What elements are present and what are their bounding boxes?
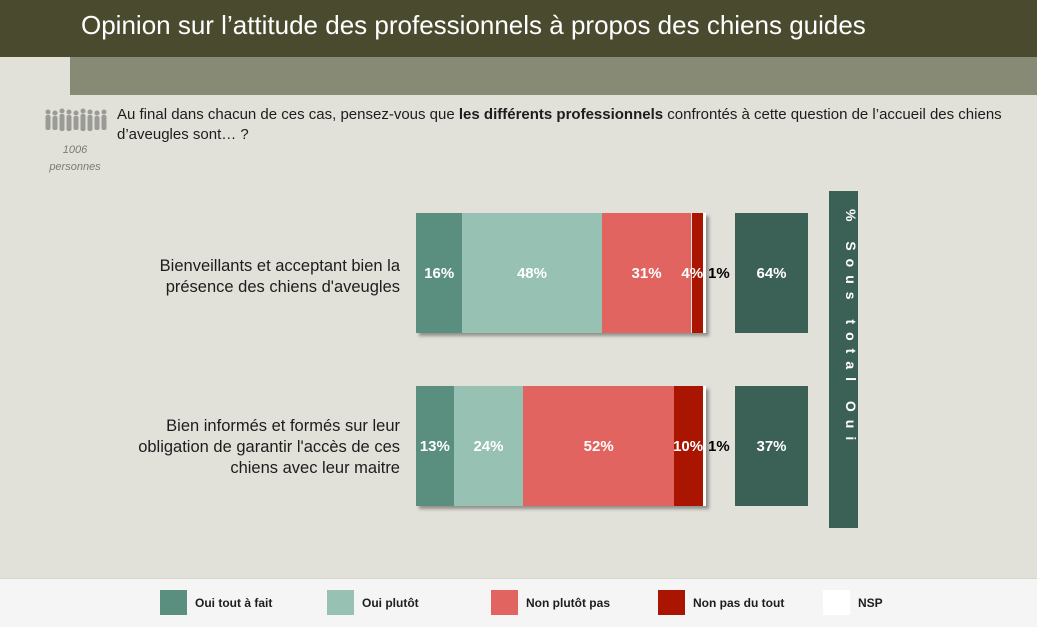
data-label-non-pas-du-tout-1: 4% [681,264,704,282]
legend: Oui tout à fait Oui plutôt Non plutôt pas N… [0,578,1037,627]
sample-count: 1006 [62,144,88,156]
sample-unit: personnes [49,161,101,173]
data-label-oui-tout-a-fait-1: 16% [424,264,455,282]
data-label-nsp-1: 1% [708,265,730,282]
legend-swatch-oui-tout-a-fait [160,590,187,615]
header-bar [0,0,1037,57]
data-label-non-plutot-pas-2: 52% [583,437,614,455]
bar-nsp-1 [703,213,706,333]
bar-oui-plutot-1: 48% [462,213,602,333]
sample-size: 1006 personnes [40,142,110,176]
data-label-non-pas-du-tout-2: 10% [673,437,704,455]
subtotal-header-text: % Sous total Oui [843,209,859,449]
row-label-2: Bien informés et formés sur leur obligat… [138,417,400,477]
legend-label-nsp: NSP [858,595,883,610]
row-label-1: Bienveillants et acceptant bien la prése… [159,257,400,296]
subtotal-oui-label-1: 64% [756,264,787,282]
people-icon [45,108,107,131]
legend-label-non-pas-du-tout: Non pas du tout [693,595,785,610]
legend-item-oui-plutot: Oui plutôt [327,590,419,615]
subtotal-oui-label-2: 37% [756,437,787,455]
legend-label-oui-tout-a-fait: Oui tout à fait [195,595,273,610]
legend-item-non-pas-du-tout: Non pas du tout [658,590,784,615]
bar-oui-tout-a-fait-1: 16% [416,213,463,333]
header-subbar [70,57,1037,95]
data-label-oui-tout-a-fait-2: 13% [419,437,450,455]
bar-row-1: 16% 48% 31% 4% [416,213,706,333]
legend-item-oui-tout-a-fait: Oui tout à fait [160,590,272,615]
legend-item-nsp: NSP [823,590,883,615]
legend-label-non-plutot-pas: Non plutôt pas [526,595,610,610]
bar-non-plutot-pas-1: 31% [601,213,692,333]
page-title: Opinion sur l’attitude des professionnel… [81,10,866,40]
subtotal-oui-1: 64% [735,213,808,333]
legend-swatch-non-plutot-pas [491,590,518,615]
bar-row-2: 13% 24% 52% 10% [416,386,706,506]
question-bold: les différents professionnels [458,106,664,123]
bar-non-plutot-pas-2: 52% [523,386,675,506]
subtotal-header-band: % Sous total Oui [829,191,859,528]
bar-oui-tout-a-fait-2: 13% [416,386,454,506]
question-before: Au final dans chacun de ces cas, pensez-… [117,106,459,123]
legend-label-oui-plutot: Oui plutôt [362,595,419,610]
data-label-oui-plutot-1: 48% [516,264,547,282]
question-after: confrontés à cette question de l’accueil… [117,106,1002,143]
legend-swatch-nsp [823,590,850,615]
legend-swatch-oui-plutot [327,590,354,615]
data-label-nsp-2: 1% [708,438,730,455]
question-text: Au final dans chacun de ces cas, pensez-… [117,105,1022,145]
bar-non-pas-du-tout-1: 4% [681,213,704,333]
subtotal-oui-2: 37% [735,386,808,506]
data-label-oui-plutot-2: 24% [473,437,504,455]
bar-non-pas-du-tout-2: 10% [673,386,704,506]
bar-oui-plutot-2: 24% [453,386,524,506]
bar-nsp-2 [703,386,706,506]
legend-swatch-non-pas-du-tout [658,590,685,615]
data-label-non-plutot-pas-1: 31% [631,264,662,282]
legend-item-non-plutot-pas: Non plutôt pas [491,590,610,615]
